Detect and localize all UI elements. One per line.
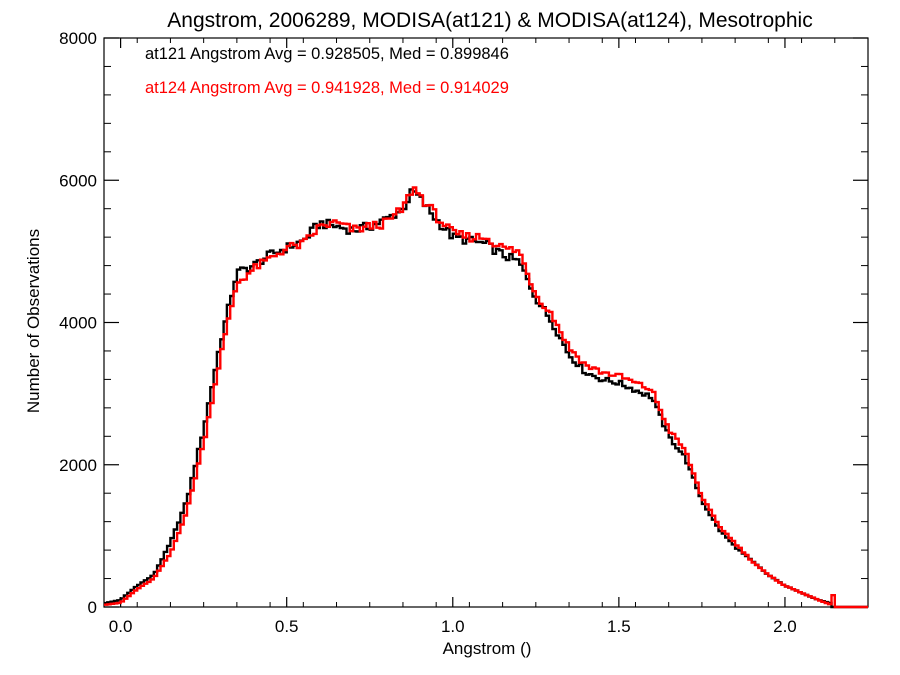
series-layer xyxy=(104,186,868,609)
x-tick-label: 0.0 xyxy=(109,617,133,636)
y-tick-label: 4000 xyxy=(59,314,97,333)
x-tick-label: 1.5 xyxy=(607,617,631,636)
x-tick-label: 1.0 xyxy=(441,617,465,636)
y-tick-label: 2000 xyxy=(59,456,97,475)
x-axis-ticks: 0.0 0.5 1.0 1.5 2.0 xyxy=(103,38,869,636)
x-tick-label: 2.0 xyxy=(773,617,797,636)
x-axis-label: Angstrom () xyxy=(443,639,532,658)
legend-entry-at121: at121 Angstrom Avg = 0.928505, Med = 0.8… xyxy=(145,45,509,63)
series-line-at124 xyxy=(104,186,868,609)
y-axis-ticks: 0 2000 4000 6000 8000 xyxy=(59,29,868,617)
y-tick-label: 8000 xyxy=(59,29,97,48)
chart-title: Angstrom, 2006289, MODISA(at121) & MODIS… xyxy=(167,9,812,32)
plot-frame xyxy=(103,37,869,608)
y-tick-label: 6000 xyxy=(59,171,97,190)
x-tick-label: 0.5 xyxy=(275,617,299,636)
y-tick-label: 0 xyxy=(88,598,97,617)
series-line-at121 xyxy=(104,188,868,609)
legend-entry-at124: at124 Angstrom Avg = 0.941928, Med = 0.9… xyxy=(145,79,509,97)
y-axis-label: Number of Observations xyxy=(24,229,43,413)
